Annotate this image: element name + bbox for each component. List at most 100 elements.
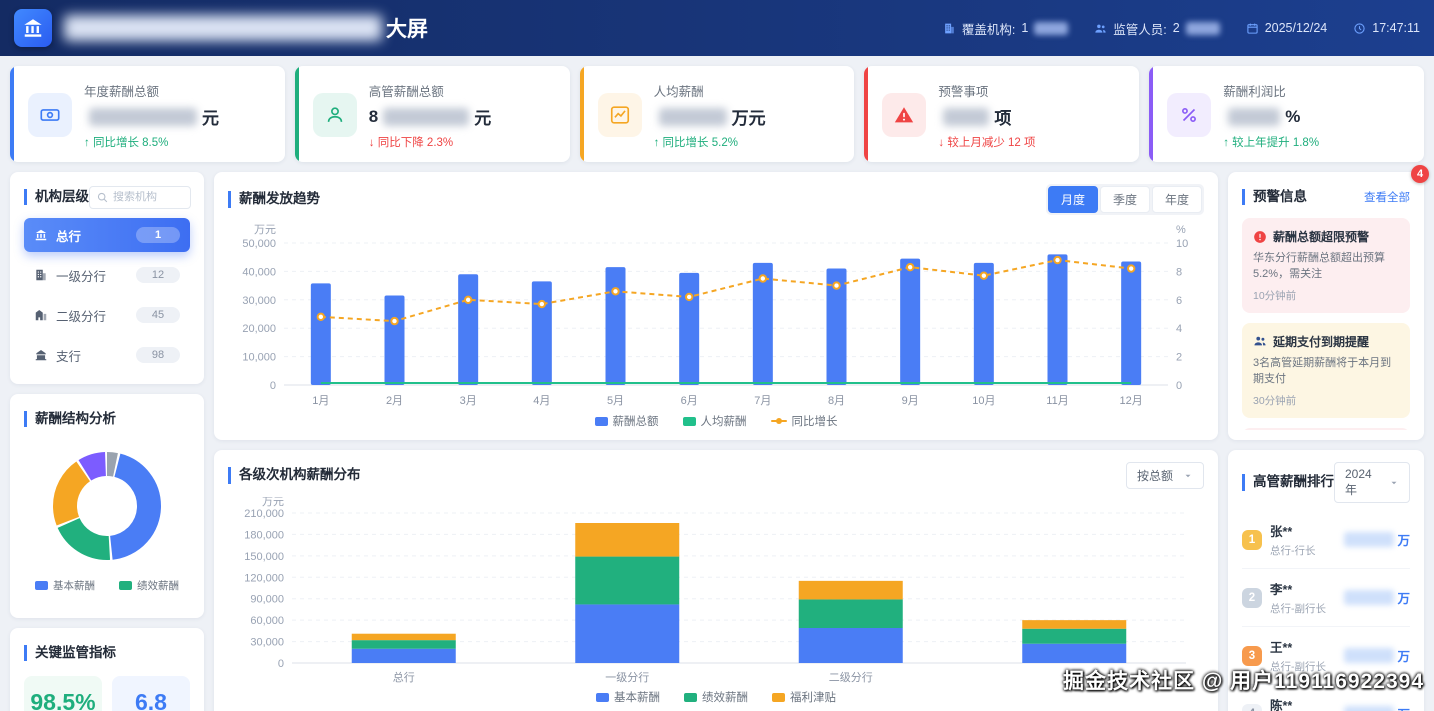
year-select[interactable]: 2024年 — [1334, 462, 1410, 503]
alert-circle-icon — [1253, 230, 1267, 244]
legend-swatch — [35, 581, 48, 590]
legend-item[interactable]: 人均薪酬 — [682, 413, 747, 429]
bank-icon — [22, 17, 44, 39]
left-sidebar: 机构层级 总行 1 — [10, 172, 204, 711]
alerts-panel: 4 预警信息 查看全部 薪酬总额超限预警 华东分行薪酬总额超出预算5.2%，需关… — [1228, 165, 1429, 440]
svg-text:20,000: 20,000 — [242, 323, 276, 335]
svg-text:50,000: 50,000 — [242, 238, 276, 250]
tab-monthly[interactable]: 月度 — [1047, 186, 1098, 213]
svg-text:2月: 2月 — [386, 395, 403, 407]
key-metrics-panel: 关键监管指标 98.5% 6.8 — [10, 628, 204, 711]
executive-name: 张** — [1270, 525, 1293, 539]
app-header: 大屏 覆盖机构: 1 监管人员: 2 2025/12/24 — [0, 0, 1434, 56]
org-search — [89, 185, 191, 209]
svg-text:%: % — [1176, 224, 1186, 236]
org-item-count: 98 — [136, 347, 180, 363]
kpi-label: 预警事项 — [938, 84, 989, 99]
org-list: 总行 1 一级分行 12 二级分行 45 — [24, 218, 190, 372]
ranking-row[interactable]: 4 陈** 华东分行-行长 万 — [1242, 685, 1410, 711]
donut-legend: 基本薪酬绩效薪酬福利津贴延期支付其他 — [24, 578, 190, 618]
org-item-count: 45 — [136, 307, 180, 323]
rank-unit: 万 — [1397, 534, 1410, 548]
svg-text:120,000: 120,000 — [244, 572, 284, 584]
executive-name: 李** — [1270, 583, 1293, 597]
legend-swatch — [119, 581, 132, 590]
chevron-down-icon — [1389, 478, 1399, 488]
ranking-row[interactable]: 3 王** 总行-副行长 万 — [1242, 627, 1410, 685]
org-item-level2-branch[interactable]: 二级分行 45 — [24, 298, 190, 332]
view-all-link[interactable]: 查看全部 — [1364, 192, 1410, 204]
svg-text:210,000: 210,000 — [244, 508, 284, 520]
alert-card-over-budget[interactable]: 薪酬总额超限预警 华东分行薪酬总额超出预算5.2%，需关注 10分钟前 — [1242, 218, 1410, 313]
alert-time: 30分钟前 — [1253, 394, 1297, 407]
svg-text:一级分行: 一级分行 — [605, 671, 649, 684]
legend-item[interactable]: 福利津贴 — [772, 689, 836, 705]
executive-name: 王** — [1270, 641, 1293, 655]
staff-label: 监管人员: — [1113, 22, 1167, 37]
svg-text:11月: 11月 — [1046, 395, 1068, 407]
legend-item[interactable]: 绩效薪酬 — [684, 689, 748, 705]
ranking-row[interactable]: 1 张** 总行-行长 万 — [1242, 511, 1410, 569]
legend-label: 薪酬总额 — [612, 416, 659, 428]
rank-badge: 3 — [1242, 645, 1262, 666]
ranking-row[interactable]: 2 李** 总行-副行长 万 — [1242, 569, 1410, 627]
kpi-label: 薪酬利润比 — [1223, 84, 1286, 99]
org-item-label: 一级分行 — [56, 269, 107, 284]
legend-label: 福利津贴 — [790, 692, 836, 704]
executive-org: 总行-副行长 — [1270, 661, 1326, 673]
kpi-card-salary-profit-ratio: 薪酬利润比 % ↑ 较上年提升 1.8% — [1149, 66, 1424, 162]
org-item-level1-branch[interactable]: 一级分行 12 — [24, 258, 190, 292]
legend-swatch — [596, 692, 609, 702]
total-filter-select[interactable]: 按总额 — [1125, 462, 1204, 489]
search-input[interactable] — [113, 191, 185, 203]
legend-swatch — [594, 416, 608, 426]
svg-text:3月: 3月 — [460, 395, 477, 407]
panel-title: 高管薪酬排行 — [1242, 474, 1334, 491]
salary-trend-chart: 0 10,000 20,000 30,000 40,000 50,000 0 2 4 6 8 10 万元… — [228, 223, 1204, 411]
deferred-payment-icon — [1253, 334, 1267, 348]
legend-item[interactable]: 薪酬总额 — [594, 413, 659, 429]
legend-item[interactable]: 基本薪酬 — [596, 689, 660, 705]
tab-yearly[interactable]: 年度 — [1151, 186, 1202, 213]
rank-badge: 2 — [1242, 587, 1262, 608]
panel-title: 机构层级 — [24, 188, 89, 206]
executive-org: 总行-行长 — [1270, 545, 1316, 557]
app-logo — [14, 9, 52, 47]
kpi-label: 人均薪酬 — [653, 84, 704, 99]
alert-desc: 华东分行薪酬总额超出预算5.2%，需关注 — [1253, 252, 1385, 280]
kpi-card-alerts: 预警事项 项 ↓ 较上月减少 12 项 — [864, 66, 1140, 162]
panel-title: 薪酬发放趋势 — [228, 191, 320, 208]
svg-text:万元: 万元 — [262, 497, 284, 508]
alert-time: 10分钟前 — [1253, 289, 1297, 302]
executive-name: 陈** — [1270, 699, 1293, 711]
org-item-outlet[interactable]: 支行 98 — [24, 338, 190, 372]
head-office-icon — [34, 228, 48, 242]
redacted-value — [1344, 532, 1395, 547]
alert-card-salary-multiple-anomaly[interactable]: 薪酬倍数异常 — [1242, 427, 1410, 430]
kpi-label: 高管薪酬总额 — [368, 84, 444, 99]
svg-text:总行: 总行 — [393, 670, 415, 684]
alert-card-deferred-payment[interactable]: 延期支付到期提醒 3名高管延期薪酬将于本月到期支付 30分钟前 — [1242, 322, 1410, 418]
legend-item[interactable]: 基本薪酬 — [35, 578, 95, 593]
legend-item[interactable]: 福利津贴 — [35, 617, 95, 618]
legend-label: 福利津贴 — [53, 617, 95, 618]
kpi-trend: ↑ 同比增长 8.5% — [84, 136, 169, 149]
time-text: 17:47:11 — [1372, 21, 1420, 35]
page-title: 大屏 — [64, 13, 428, 43]
legend-item[interactable]: 同比增长 — [770, 413, 838, 429]
legend-item[interactable]: 绩效薪酬 — [119, 578, 179, 593]
chevron-down-icon — [1183, 471, 1193, 481]
tab-quarterly[interactable]: 季度 — [1099, 186, 1150, 213]
rank-badge: 4 — [1242, 703, 1262, 711]
svg-text:10,000: 10,000 — [242, 352, 276, 364]
branch-icon — [34, 268, 48, 282]
panel-title: 各级次机构薪酬分布 — [228, 467, 361, 484]
svg-text:40,000: 40,000 — [242, 266, 276, 278]
staff-stat: 监管人员: 2 — [1094, 19, 1220, 38]
svg-text:0: 0 — [278, 658, 284, 670]
org-item-head-office[interactable]: 总行 1 — [24, 218, 190, 252]
legend-item[interactable]: 延期支付 — [119, 617, 179, 618]
rank-unit: 万 — [1397, 592, 1410, 606]
kpi-label: 年度薪酬总额 — [84, 84, 160, 99]
trend-chart-legend: 薪酬总额 人均薪酬 同比增长 — [228, 413, 1204, 429]
